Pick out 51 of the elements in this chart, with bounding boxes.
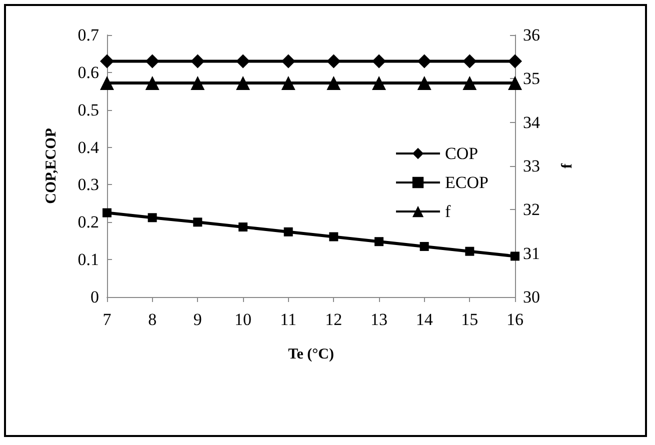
point bbox=[238, 222, 248, 232]
point bbox=[100, 54, 114, 68]
x-tick-label: 7 bbox=[102, 310, 112, 329]
x-tick-label: 9 bbox=[193, 310, 202, 329]
y2-tick-label: 36 bbox=[523, 26, 540, 44]
x-axis-title: Te (°C) bbox=[288, 346, 334, 362]
y-axis-title: COP,ECOP bbox=[44, 128, 60, 204]
point bbox=[236, 54, 250, 68]
y-tick-label: 0 bbox=[90, 288, 99, 306]
x-tick-label: 8 bbox=[148, 310, 157, 329]
y-tick-label: 0.6 bbox=[78, 62, 99, 82]
y2-tick-label: 35 bbox=[523, 69, 540, 88]
y-tick-label: 0.5 bbox=[78, 100, 99, 120]
point bbox=[190, 54, 205, 68]
legend-label: f bbox=[445, 202, 451, 221]
y2-tick-label: 31 bbox=[523, 244, 540, 263]
legend-label: COP bbox=[445, 144, 478, 163]
point bbox=[508, 54, 522, 68]
point bbox=[510, 252, 520, 261]
y2-tick-label: 32 bbox=[523, 200, 540, 220]
point bbox=[372, 54, 386, 68]
y-tick-label: 0.4 bbox=[78, 138, 100, 157]
y2-tick-label: 30 bbox=[523, 288, 540, 306]
point bbox=[193, 218, 202, 227]
point bbox=[465, 246, 474, 256]
point bbox=[145, 54, 160, 68]
y-tick-label: 0.7 bbox=[78, 26, 100, 44]
point bbox=[326, 54, 341, 68]
point bbox=[374, 237, 384, 246]
x-tick-label: 13 bbox=[370, 310, 388, 329]
y2-tick-label: 33 bbox=[523, 156, 540, 176]
x-tick-label: 16 bbox=[506, 310, 524, 329]
y-tick-label: 0.2 bbox=[78, 212, 99, 232]
point bbox=[102, 208, 112, 218]
x-tick-label: 15 bbox=[461, 310, 478, 329]
y2-axis-title: f bbox=[560, 162, 576, 168]
point bbox=[148, 213, 157, 222]
point bbox=[417, 54, 432, 68]
point bbox=[462, 54, 477, 68]
x-tick-label: 12 bbox=[325, 310, 342, 329]
point bbox=[284, 227, 293, 236]
legend-label: ECOP bbox=[445, 173, 488, 192]
y-tick-label: 0.1 bbox=[78, 250, 99, 270]
x-tick-label: 11 bbox=[280, 310, 297, 329]
point bbox=[420, 242, 429, 251]
x-tick-label: 10 bbox=[234, 310, 252, 329]
y-tick-label: 0.3 bbox=[78, 175, 99, 194]
y2-tick-label: 34 bbox=[523, 112, 540, 132]
x-tick-label: 14 bbox=[416, 310, 434, 329]
point bbox=[281, 54, 296, 68]
point bbox=[329, 232, 338, 242]
